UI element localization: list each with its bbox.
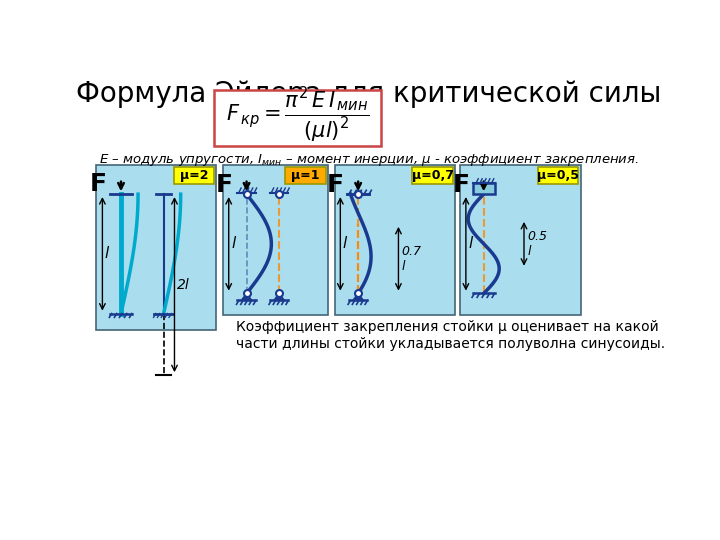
Text: l: l [468, 237, 472, 251]
Bar [335, 165, 455, 315]
Text: 0.7
l: 0.7 l [402, 245, 421, 273]
Text: F: F [90, 172, 107, 196]
Bar [413, 167, 453, 184]
Bar [285, 167, 325, 184]
Text: 2l: 2l [177, 278, 189, 292]
Bar [96, 165, 216, 330]
Bar [223, 165, 328, 315]
Text: Формула Эйлера для критической силы: Формула Эйлера для критической силы [76, 80, 662, 108]
Text: F: F [215, 173, 233, 197]
Text: $F_{\,кр} = \dfrac{\pi^2\,E\,I_{\,мин}}{(\mu l)^2}$: $F_{\,кр} = \dfrac{\pi^2\,E\,I_{\,мин}}{… [225, 85, 369, 144]
Text: μ=2: μ=2 [179, 169, 208, 182]
Text: $E$ – модуль упругости, $I_{\mathit{мин}}$ – момент инерции, μ - коэффициент зак: $E$ – модуль упругости, $I_{\mathit{мин}… [99, 152, 639, 168]
Polygon shape [241, 294, 252, 300]
Bar [473, 184, 495, 194]
Text: μ=0,7: μ=0,7 [412, 169, 454, 182]
Text: 0.5
l: 0.5 l [527, 230, 547, 258]
Text: Коэффициент закрепления стойки μ оценивает на какой
части длины стойки укладывае: Коэффициент закрепления стойки μ оценива… [235, 320, 665, 350]
Bar [538, 167, 578, 184]
Text: μ=1: μ=1 [291, 169, 320, 182]
Bar [214, 90, 381, 146]
Text: l: l [343, 237, 347, 251]
Text: l: l [231, 237, 235, 251]
Text: F: F [453, 173, 469, 197]
Bar [461, 165, 580, 315]
Bar [174, 167, 214, 184]
Polygon shape [274, 294, 284, 300]
Polygon shape [353, 294, 364, 300]
Text: F: F [327, 173, 344, 197]
Text: l: l [104, 246, 109, 261]
Text: μ=0,5: μ=0,5 [537, 169, 579, 182]
